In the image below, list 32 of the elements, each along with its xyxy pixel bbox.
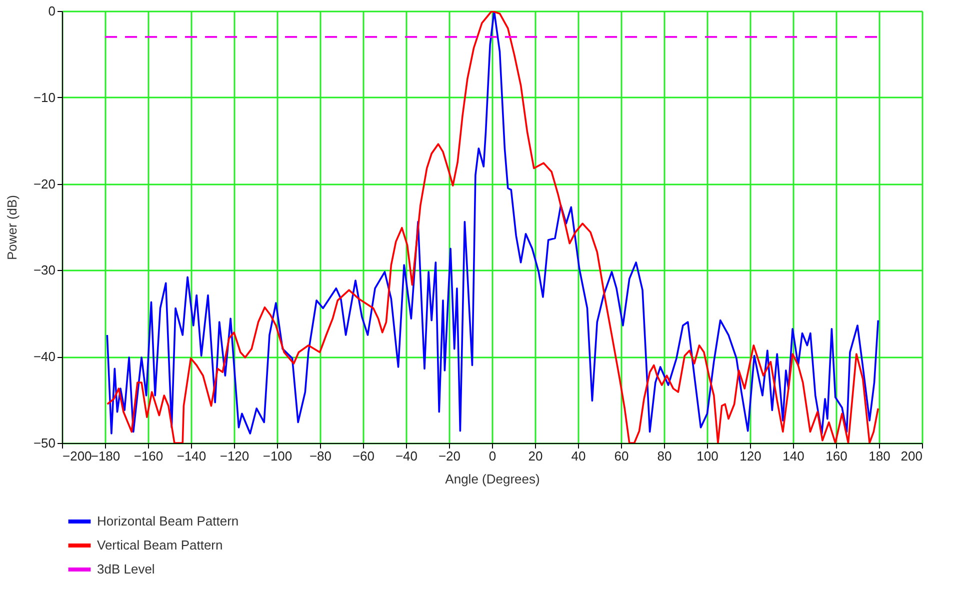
- x-tick-label: 0: [488, 448, 496, 464]
- x-tick-label: −140: [176, 448, 206, 464]
- x-tick-label: −120: [220, 448, 250, 464]
- x-tick-label: −60: [352, 448, 375, 464]
- legend-label: 3dB Level: [97, 562, 155, 576]
- x-tick-label: 80: [657, 448, 672, 464]
- x-tick-label: 200: [900, 448, 922, 464]
- x-tick-label: −40: [395, 448, 418, 464]
- y-tick-label: 0: [48, 4, 56, 18]
- x-tick-label: 60: [614, 448, 629, 464]
- x-tick-label: −80: [309, 448, 332, 464]
- x-tick-label: 40: [571, 448, 586, 464]
- legend-label: Horizontal Beam Pattern: [97, 514, 239, 528]
- x-tick-label: −160: [134, 448, 164, 464]
- x-tick-label: 180: [868, 448, 890, 464]
- x-axis-title: Angle (Degrees): [445, 472, 540, 486]
- x-tick-label: −200: [62, 448, 92, 464]
- x-tick-label: 120: [740, 448, 762, 464]
- x-tick-label: −180: [90, 448, 120, 464]
- x-tick-label: −20: [438, 448, 461, 464]
- x-tick-label: 20: [528, 448, 543, 464]
- x-tick-label: 160: [826, 448, 848, 464]
- y-tick-label: −10: [33, 90, 56, 105]
- legend-label: Vertical Beam Pattern: [97, 538, 223, 552]
- x-tick-label: 100: [696, 448, 718, 464]
- y-tick-label: −40: [33, 349, 56, 364]
- y-tick-label: −20: [33, 176, 56, 192]
- x-tick-label: 140: [782, 448, 804, 464]
- x-tick-label: −100: [262, 448, 292, 464]
- y-axis-title: Power (dB): [4, 194, 20, 260]
- y-tick-label: −30: [33, 262, 56, 278]
- y-tick-label: −50: [33, 436, 56, 450]
